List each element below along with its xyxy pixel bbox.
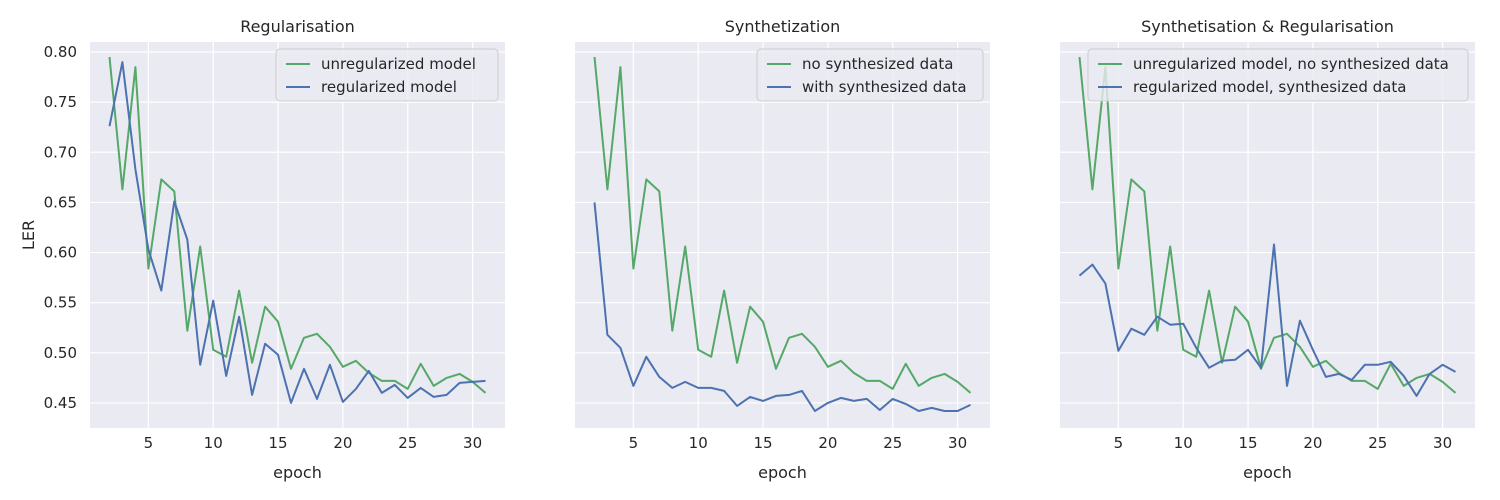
legend-entry-label: unregularized model: [321, 55, 476, 73]
x-tick-label: 10: [689, 434, 708, 452]
y-tick-label: 0.65: [44, 193, 77, 211]
x-tick-label: 25: [883, 434, 902, 452]
x-tick-label: 5: [144, 434, 154, 452]
legend: unregularized model, no synthesized data…: [1087, 48, 1469, 102]
series-line-2: [1078, 243, 1456, 397]
y-tick-label: 0.80: [44, 43, 77, 61]
y-tick-label: 0.55: [44, 294, 77, 312]
legend: no synthesized data with synthesized data: [756, 48, 984, 102]
y-axis-label: LER: [19, 220, 38, 250]
panel-3: 5 10 15 20 25 30 Synthetisation & Regularisati…: [1060, 17, 1475, 482]
x-axis-label: epoch: [1243, 463, 1292, 482]
x-tick-label: 30: [463, 434, 482, 452]
panel-2: 5 10 15 20 25 30 Synthetization epoch no synthes…: [575, 17, 990, 482]
chart-title: Synthetization: [725, 17, 841, 36]
series-line-2: [593, 202, 971, 412]
chart-title: Regularisation: [240, 17, 355, 36]
x-tick-label: 10: [1174, 434, 1193, 452]
chart-title: Synthetisation & Regularisation: [1141, 17, 1394, 36]
x-tick-label: 10: [204, 434, 223, 452]
series-line-1: [108, 56, 487, 394]
legend-entry-label: regularized model: [321, 78, 457, 96]
x-tick-label: 25: [398, 434, 417, 452]
y-tick-label: 0.75: [44, 93, 77, 111]
x-tick-label: 20: [1303, 434, 1322, 452]
legend-entry-label: unregularized model, no synthesized data: [1133, 55, 1449, 73]
series-line-1: [593, 56, 972, 394]
x-tick-label: 15: [1239, 434, 1258, 452]
x-tick-label: 20: [333, 434, 352, 452]
panel-1: 5 10 15 20 25 30 0.45 0.50 0.55 0.60 0.65 0.70 0.75 0…: [19, 17, 505, 482]
legend-entry-label: regularized model, synthesized data: [1133, 78, 1406, 96]
legend-entry-label: with synthesized data: [802, 78, 967, 96]
x-axis-label: epoch: [758, 463, 807, 482]
legend-box: [756, 48, 984, 102]
x-tick-label: 30: [948, 434, 967, 452]
series-line-2: [108, 61, 486, 404]
x-axis-label: epoch: [273, 463, 322, 482]
x-tick-label: 15: [754, 434, 773, 452]
x-tick-label: 20: [818, 434, 837, 452]
x-tick-label: 5: [629, 434, 639, 452]
legend: unregularized model regularized model: [275, 48, 499, 102]
y-tick-label: 0.70: [44, 143, 77, 161]
x-tick-label: 15: [269, 434, 288, 452]
legend-box: [275, 48, 499, 102]
series-line-1: [1078, 56, 1457, 394]
y-tick-label: 0.60: [44, 244, 77, 262]
x-tick-label: 25: [1368, 434, 1387, 452]
y-tick-label: 0.45: [44, 394, 77, 412]
legend-box: [1087, 48, 1469, 102]
plot-area: [90, 42, 505, 428]
x-tick-label: 30: [1433, 434, 1452, 452]
x-tick-label: 5: [1114, 434, 1124, 452]
legend-entry-label: no synthesized data: [802, 55, 953, 73]
y-tick-label: 0.50: [44, 344, 77, 362]
plot-area: [1060, 42, 1475, 428]
